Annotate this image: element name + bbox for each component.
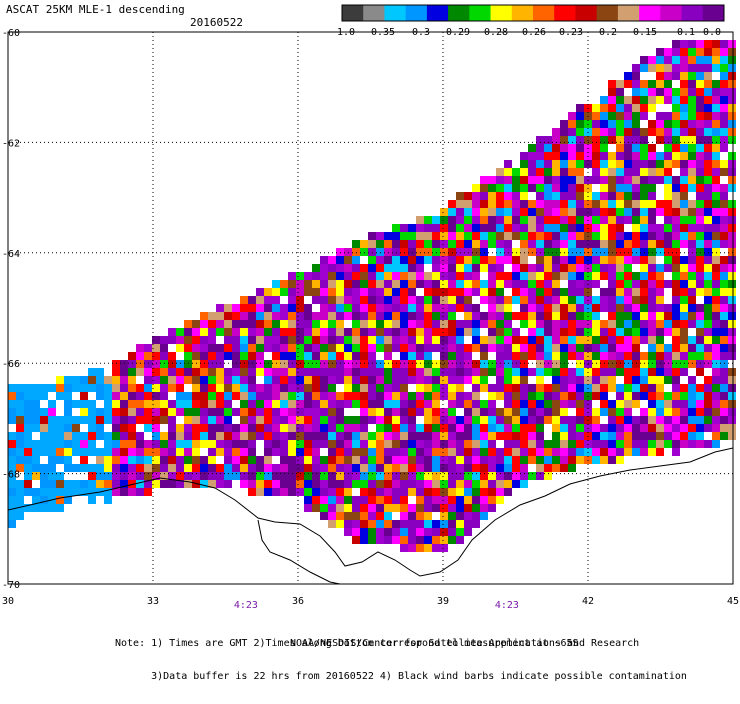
footer-credit: NOAA/NESDIS/Center for Satellite Applica… (290, 638, 640, 649)
longitude-label: 36 (292, 596, 304, 607)
time-label: 4:23 (233, 600, 258, 611)
coastline (7, 447, 734, 585)
longitude-label: 39 (437, 596, 449, 607)
colorbar-swatch (660, 5, 683, 21)
colorbar-swatch (533, 5, 555, 21)
colorbar-swatch (490, 5, 513, 21)
latitude-label: -70 (2, 580, 20, 591)
note-line-1: Note: 1) Times are GMT 2)Times along bot… (115, 638, 579, 649)
longitude-label: 45 (727, 596, 739, 607)
plot-frame (7, 31, 734, 585)
longitude-label: 33 (147, 596, 159, 607)
colorbar-swatch (426, 5, 449, 21)
time-label: 4:23 (494, 600, 519, 611)
colorbar-swatch (702, 5, 725, 21)
colorbar-swatch (448, 5, 470, 21)
latitude-label: -68 (2, 470, 20, 481)
colorbar-swatch (554, 5, 576, 21)
colorbar-swatch (342, 5, 364, 21)
latitude-label: -66 (2, 359, 20, 370)
colorbar-swatch (384, 5, 407, 21)
latitude-label: -62 (2, 138, 20, 149)
coastline-path (7, 447, 734, 577)
colorbar-swatch (596, 5, 619, 21)
map-title: ASCAT 25KM MLE-1 descending (6, 3, 185, 16)
map-date: 20160522 (190, 16, 243, 29)
colorbar-swatch (681, 5, 704, 21)
axis-labels: -60 -62 -64 -66 -68 -70 30 33 36 39 42 45 (2, 28, 739, 607)
colorbar-swatch (617, 5, 640, 21)
longitude-label: 30 (2, 596, 14, 607)
colorbar-swatch (363, 5, 385, 21)
longitude-label: 42 (582, 596, 594, 607)
lat-lon-grid (8, 32, 733, 584)
colorbar-swatch (511, 5, 534, 21)
map-plot: -1.0 -0.35 -0.3 -0.29 -0.28 -0.26 -0.23 -0.2 -0.… (2, 4, 739, 607)
colorbar: -1.0 -0.35 -0.3 -0.29 -0.28 -0.26 -0.23 -0.2 -0.… (331, 4, 725, 38)
colorbar-swatch (639, 5, 661, 21)
colorbar-swatch (469, 5, 492, 21)
colorbar-border (341, 4, 725, 22)
latitude-label: -60 (2, 28, 20, 39)
coastline-inlet (257, 519, 341, 585)
colorbar-swatch (405, 5, 428, 21)
ascat-map-figure: ASCAT 25KM MLE-1 descending 20160522 -1.… (2, 3, 739, 683)
footer-note: Note: 1) Times are GMT 2)Times along bot… (115, 616, 687, 704)
mle-swath-cells (8, 40, 736, 552)
latitude-label: -64 (2, 249, 20, 260)
note-line-2: 3)Data buffer is 22 hrs from 20160522 4)… (115, 671, 687, 682)
colorbar-swatch (575, 5, 598, 21)
